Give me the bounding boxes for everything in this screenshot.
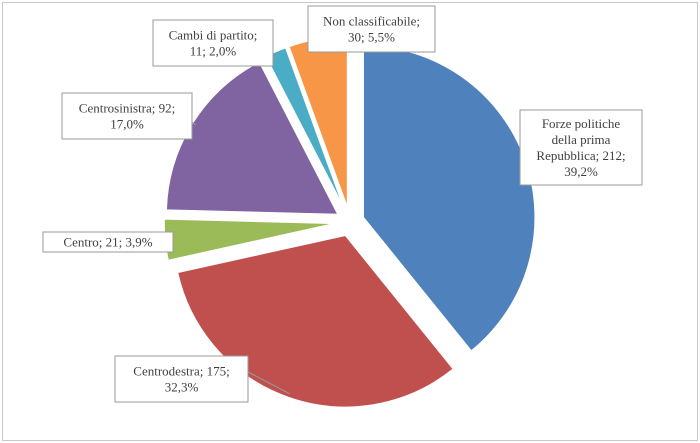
- data-label-text: della prima: [552, 132, 611, 147]
- data-label-box: [114, 355, 249, 403]
- data-label-text: Forze politiche: [542, 116, 621, 131]
- data-label-box: [42, 231, 174, 253]
- data-label: Centrosinistra; 92;17,0%: [61, 92, 193, 140]
- data-label-text: 32,3%: [165, 380, 199, 395]
- data-label-text: Repubblica; 212;: [536, 148, 625, 163]
- data-label-text: Centrodestra; 175;: [133, 364, 229, 379]
- data-label-text: 30; 5,5%: [348, 30, 395, 45]
- data-label-box: [307, 5, 436, 53]
- pie-slice-centrosinistra: [165, 60, 340, 216]
- data-label-text: Non classificabile;: [323, 14, 420, 29]
- data-label: Cambi di partito;11; 2,0%: [152, 19, 274, 67]
- data-label: Non classificabile;30; 5,5%: [307, 5, 436, 53]
- data-label: Centro; 21; 3,9%: [42, 231, 174, 253]
- data-label-box: [61, 92, 193, 140]
- data-label-text: 17,0%: [110, 117, 144, 132]
- leader-line: [191, 121, 197, 126]
- data-label-text: Centrosinistra; 92;: [79, 101, 175, 116]
- data-label-text: 39,2%: [564, 164, 598, 179]
- data-label-box: [152, 19, 274, 67]
- data-label-box: [519, 109, 643, 186]
- data-label-text: Cambi di partito;: [169, 28, 258, 43]
- data-label: Centrodestra; 175;32,3%: [114, 355, 249, 403]
- pie-slices: [163, 35, 536, 408]
- data-label-text: 11; 2,0%: [190, 44, 237, 59]
- data-label-text: Centro; 21; 3,9%: [63, 235, 152, 250]
- leader-line: [247, 371, 291, 395]
